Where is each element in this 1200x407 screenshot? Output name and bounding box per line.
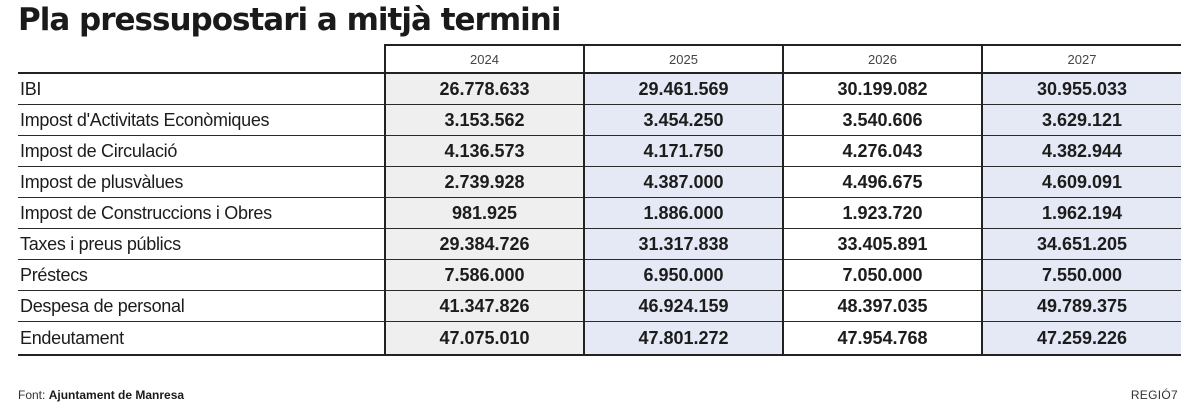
budget-table: 2024 2025 2026 2027 IBI 26.778.633 29.46… (18, 44, 1181, 356)
cell-2025: 3.454.250 (583, 104, 783, 136)
table-row: Impost de Construccions i Obres 981.925 … (18, 197, 1181, 229)
cell-2026: 48.397.035 (782, 290, 982, 322)
year-header-2027: 2027 (981, 44, 1181, 73)
year-header-2024: 2024 (384, 44, 584, 73)
cell-2024: 3.153.562 (384, 104, 584, 136)
cell-2025: 1.886.000 (583, 197, 783, 229)
cell-2025: 29.461.569 (583, 72, 783, 105)
cell-2026: 30.199.082 (782, 72, 982, 105)
cell-2027: 34.651.205 (981, 228, 1181, 260)
cell-2027: 7.550.000 (981, 259, 1181, 291)
cell-2025: 6.950.000 (583, 259, 783, 291)
table-row: Taxes i preus públics 29.384.726 31.317.… (18, 228, 1181, 260)
cell-2026: 4.276.043 (782, 135, 982, 167)
row-label: Impost d'Activitats Econòmiques (18, 104, 385, 136)
table-row: Préstecs 7.586.000 6.950.000 7.050.000 7… (18, 259, 1181, 291)
cell-2024: 7.586.000 (384, 259, 584, 291)
cell-2024: 4.136.573 (384, 135, 584, 167)
cell-2026: 4.496.675 (782, 166, 982, 198)
source-credit: Font: Ajuntament de Manresa (18, 388, 184, 402)
cell-2025: 46.924.159 (583, 290, 783, 322)
table-row: Impost de Circulació 4.136.573 4.171.750… (18, 135, 1181, 167)
cell-2026: 47.954.768 (782, 321, 982, 356)
cell-2027: 3.629.121 (981, 104, 1181, 136)
cell-2025: 47.801.272 (583, 321, 783, 356)
cell-2026: 3.540.606 (782, 104, 982, 136)
source-prefix: Font: (18, 388, 46, 402)
cell-2026: 33.405.891 (782, 228, 982, 260)
row-label: Impost de plusvàlues (18, 166, 385, 198)
cell-2027: 30.955.033 (981, 72, 1181, 105)
table-row: Impost de plusvàlues 2.739.928 4.387.000… (18, 166, 1181, 198)
header-corner (18, 45, 385, 73)
cell-2027: 4.609.091 (981, 166, 1181, 198)
row-label: Préstecs (18, 259, 385, 291)
cell-2024: 47.075.010 (384, 321, 584, 356)
cell-2027: 47.259.226 (981, 321, 1181, 356)
cell-2026: 7.050.000 (782, 259, 982, 291)
page-title: Pla pressupostari a mitjà termini (18, 2, 561, 38)
table-row: Endeutament 47.075.010 47.801.272 47.954… (18, 321, 1181, 356)
cell-2027: 4.382.944 (981, 135, 1181, 167)
year-header-2026: 2026 (782, 44, 982, 73)
source-name: Ajuntament de Manresa (48, 388, 185, 402)
row-label: IBI (18, 72, 385, 105)
row-label: Taxes i preus públics (18, 228, 385, 260)
cell-2025: 31.317.838 (583, 228, 783, 260)
year-header-2025: 2025 (583, 44, 783, 73)
cell-2027: 49.789.375 (981, 290, 1181, 322)
cell-2024: 2.739.928 (384, 166, 584, 198)
cell-2026: 1.923.720 (782, 197, 982, 229)
row-label: Impost de Construccions i Obres (18, 197, 385, 229)
table-row: Despesa de personal 41.347.826 46.924.15… (18, 290, 1181, 322)
cell-2024: 26.778.633 (384, 72, 584, 105)
cell-2025: 4.171.750 (583, 135, 783, 167)
table-row: IBI 26.778.633 29.461.569 30.199.082 30.… (18, 72, 1181, 105)
row-label: Endeutament (18, 321, 385, 356)
cell-2027: 1.962.194 (981, 197, 1181, 229)
row-label: Despesa de personal (18, 290, 385, 322)
cell-2024: 29.384.726 (384, 228, 584, 260)
row-label: Impost de Circulació (18, 135, 385, 167)
table-header-row: 2024 2025 2026 2027 (18, 44, 1181, 73)
publisher-brand: REGIÓ7 (1130, 388, 1178, 402)
cell-2025: 4.387.000 (583, 166, 783, 198)
cell-2024: 981.925 (384, 197, 584, 229)
table-row: Impost d'Activitats Econòmiques 3.153.56… (18, 104, 1181, 136)
cell-2024: 41.347.826 (384, 290, 584, 322)
